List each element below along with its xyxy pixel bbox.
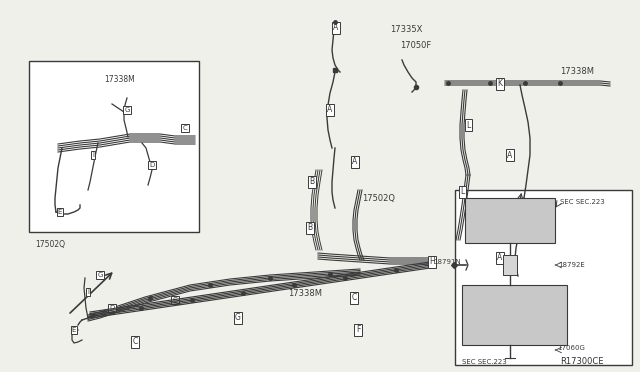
Text: A: A bbox=[497, 253, 502, 263]
Text: 17502Q: 17502Q bbox=[35, 241, 65, 250]
Text: 18792E: 18792E bbox=[558, 262, 585, 268]
Text: I: I bbox=[92, 152, 94, 158]
Text: H: H bbox=[429, 257, 435, 266]
Text: F: F bbox=[356, 326, 360, 334]
Text: C: C bbox=[173, 297, 177, 303]
Text: G: G bbox=[97, 272, 102, 278]
Text: L: L bbox=[466, 121, 470, 129]
Text: G: G bbox=[124, 107, 130, 113]
Text: A: A bbox=[508, 151, 513, 160]
Text: B: B bbox=[309, 177, 315, 186]
Text: SEC SEC.223: SEC SEC.223 bbox=[560, 199, 605, 205]
Text: L: L bbox=[460, 187, 464, 196]
Text: 17338M: 17338M bbox=[104, 76, 136, 84]
Text: A: A bbox=[353, 157, 358, 167]
Bar bbox=[455, 190, 632, 365]
Text: A: A bbox=[333, 23, 339, 32]
Text: D: D bbox=[149, 162, 155, 168]
Text: E: E bbox=[72, 327, 76, 333]
Text: 17050F: 17050F bbox=[400, 42, 431, 51]
Text: 17338M: 17338M bbox=[288, 289, 322, 298]
Bar bbox=[503, 255, 517, 275]
Bar bbox=[462, 285, 567, 345]
Text: D: D bbox=[109, 305, 115, 311]
Text: SEC SEC.223: SEC SEC.223 bbox=[462, 359, 507, 365]
Text: B: B bbox=[307, 224, 312, 232]
Text: K: K bbox=[497, 80, 502, 89]
Text: C: C bbox=[182, 125, 188, 131]
Text: C: C bbox=[132, 337, 138, 346]
Text: E: E bbox=[58, 209, 62, 215]
Text: 18791N: 18791N bbox=[433, 259, 461, 265]
Text: C: C bbox=[351, 294, 356, 302]
Text: 17338M: 17338M bbox=[560, 67, 594, 77]
Text: I: I bbox=[87, 289, 89, 295]
Text: 17335X: 17335X bbox=[390, 26, 422, 35]
Text: G: G bbox=[235, 314, 241, 323]
Text: R17300CE: R17300CE bbox=[560, 357, 604, 366]
Text: 17060G: 17060G bbox=[557, 345, 585, 351]
Text: A: A bbox=[328, 106, 333, 115]
Bar bbox=[29, 61, 199, 232]
Bar bbox=[465, 198, 555, 243]
Text: A: A bbox=[502, 205, 508, 215]
Text: 17502Q: 17502Q bbox=[362, 193, 395, 202]
